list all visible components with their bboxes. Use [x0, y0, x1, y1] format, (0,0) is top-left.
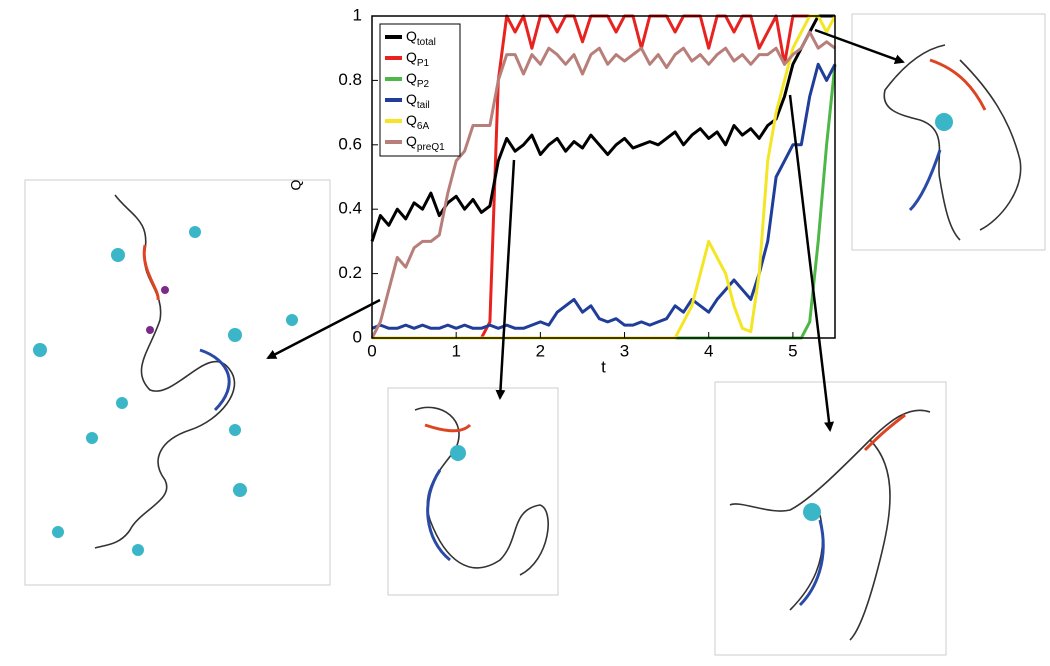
structure-top-right [851, 13, 1046, 251]
x-tick-label: 3 [620, 341, 629, 360]
legend-label: QP1 [406, 49, 430, 69]
y-tick-label: 0.2 [338, 263, 362, 282]
structure-left [24, 179, 331, 586]
x-axis-label: t [601, 357, 606, 376]
legend-label: Qtail [406, 91, 430, 111]
x-tick-label: 0 [367, 341, 376, 360]
structure-bottom-middle [387, 387, 559, 596]
plot: 0 1 2 3 4 500.20.40.60.81tQQtotalQP1QP2QtailQ… [288, 5, 837, 376]
x-tick-label: 1 [451, 341, 460, 360]
plot-frame [371, 15, 836, 339]
legend-label: QP2 [406, 70, 430, 90]
x-tick-label: 5 [788, 341, 797, 360]
x-tick-label: 2 [536, 341, 545, 360]
y-tick-label: 0.8 [338, 70, 362, 89]
y-axis-label: Q [288, 179, 304, 190]
y-tick-label: 0.4 [338, 199, 362, 218]
structure-bottom-right [714, 381, 947, 656]
arrows [266, 28, 905, 432]
series-line [370, 30, 836, 339]
y-tick-label: 1 [353, 5, 362, 24]
y-tick-label: 0 [353, 327, 362, 346]
series-line [370, 14, 835, 242]
y-tick-label: 0.6 [338, 134, 362, 153]
legend-label: Qtotal [406, 28, 436, 48]
legend-label: Q6A [406, 112, 429, 132]
legend-label: QpreQ1 [406, 133, 445, 153]
legend-box [379, 23, 461, 157]
x-tick-label: 4 [704, 341, 713, 360]
